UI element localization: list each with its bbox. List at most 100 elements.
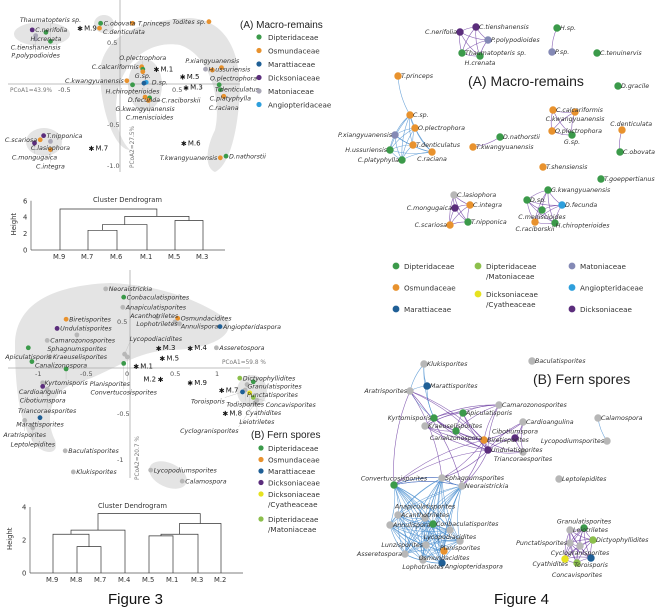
sample-label: M.9 <box>194 379 207 387</box>
dendro-leaf-label: M.7 <box>94 576 106 584</box>
legend-label: Dipteridaceae <box>268 515 319 524</box>
legend-swatch <box>392 305 400 313</box>
sample-marker: ✱ <box>158 376 164 384</box>
network-node-label: Dictyophyllidites <box>596 536 649 544</box>
network-node-label: Cyclogranisporites <box>551 549 610 557</box>
point-label: Camarozonosporites <box>50 337 116 345</box>
network-node <box>538 206 546 214</box>
network-node-label: H.ussuriensis <box>345 147 388 154</box>
legend-swatch <box>392 262 400 270</box>
network-node <box>614 82 622 90</box>
point-label: Baculatisporites <box>68 447 119 455</box>
data-point <box>70 469 76 475</box>
data-point <box>63 316 69 322</box>
network-node <box>589 536 597 544</box>
network-edge <box>409 363 425 392</box>
data-point <box>216 82 222 88</box>
network-node-label: Triancoraesporites <box>494 455 553 463</box>
point-label: Cibotiumspora <box>20 397 66 405</box>
network-node-label: Calamospora <box>601 415 643 422</box>
point-label: Lycopodiacidites <box>130 335 183 343</box>
label-leader-line <box>238 402 256 428</box>
network-node-label: Anapiculatisporites <box>394 503 456 511</box>
y-tick-label: -0.5 <box>107 121 120 129</box>
network-node-label: C.integra <box>473 201 502 209</box>
point-label: Canalizonospora <box>35 362 87 369</box>
legend-label: Dicksoniaceae <box>486 290 539 299</box>
network-node-label: Apiculatisporis <box>465 409 513 417</box>
point-label: Cyclogranisporites <box>180 427 239 435</box>
network-node <box>519 418 527 426</box>
dendro-leaf-label: M.5 <box>168 253 180 261</box>
network-node-label: C.tenuinervis <box>600 49 642 57</box>
dendro-leaf-label: M.1 <box>166 576 178 584</box>
data-point <box>140 69 146 75</box>
data-point <box>32 140 37 146</box>
network-edge <box>397 514 424 561</box>
network-node <box>411 124 419 132</box>
sample-label: M.5 <box>187 73 200 81</box>
network-node <box>576 542 584 550</box>
network-node <box>519 448 527 456</box>
figure3-caption: Figure 3 <box>108 591 163 608</box>
point-label: D.sp. <box>152 80 168 87</box>
legend-a-title: (A) Macro-remains <box>240 20 323 31</box>
point-label: C.integra <box>36 162 65 170</box>
network-node-label: Convertucosisporites <box>361 475 428 483</box>
point-label: C.calcariformis <box>92 64 140 71</box>
y-tick-label: 0.5 <box>107 39 117 47</box>
legend-label: /Matoniaceae <box>486 272 535 281</box>
network-edge <box>393 390 411 486</box>
network-edge <box>409 390 463 487</box>
network-node-label: Annulispora <box>392 522 430 529</box>
network-node <box>495 401 503 409</box>
network-node <box>459 409 467 417</box>
point-label: Granulatisporites <box>247 383 302 391</box>
data-point <box>103 286 109 292</box>
data-point <box>29 359 35 364</box>
network-node-label: H.sp. <box>560 25 576 32</box>
data-point <box>43 29 49 35</box>
sample-marker: ✱ <box>89 145 95 153</box>
point-label: H.ussuriensis <box>209 66 252 73</box>
x-tick-label: 0 <box>125 370 129 378</box>
point-label: P.xiangyuanensis <box>185 58 240 65</box>
sample-label: M.5 <box>166 354 179 362</box>
legend-label: Matoniaceae <box>580 262 627 271</box>
data-point <box>237 375 243 381</box>
network-nodes: C.tienshanensis C.nerifolia P.polypodioide… <box>338 23 655 579</box>
network-node-label: Lunzisporites <box>381 541 423 549</box>
data-point <box>47 354 53 360</box>
network-node <box>386 146 394 154</box>
network-node <box>484 36 492 44</box>
network-node-label: D.nathorstii <box>503 133 540 141</box>
legend-label: Marattiaceae <box>404 305 452 314</box>
network-edge <box>393 477 443 486</box>
network-node-label: C.obovata <box>623 148 655 156</box>
network-node-label: Granulatisporites <box>557 518 612 526</box>
point-label: Asseretospora <box>218 344 264 352</box>
network-edge <box>436 477 443 564</box>
network-edge <box>404 485 463 555</box>
data-point <box>37 415 43 421</box>
network-edge <box>389 524 445 552</box>
dendro-link <box>59 208 158 250</box>
fig4-title-a: (A) Macro-remains <box>468 73 584 89</box>
network-node-label: C.raciana <box>417 156 447 163</box>
network-node <box>511 434 519 442</box>
network-node-label: Klukisporites <box>427 360 468 368</box>
network-node <box>456 28 464 36</box>
point-label: T.denticulatus <box>215 86 260 94</box>
data-point <box>22 418 28 423</box>
dendro-link <box>102 224 148 250</box>
network-edge <box>487 421 524 451</box>
data-point <box>44 386 50 392</box>
dendro-tick-label: 0 <box>23 247 27 255</box>
point-label: C.scariosa <box>5 137 37 144</box>
network-edge <box>441 439 485 479</box>
data-point <box>48 147 53 153</box>
network-node <box>558 201 566 209</box>
data-point <box>25 345 31 351</box>
point-label: Dictyophyllidites <box>243 374 296 382</box>
